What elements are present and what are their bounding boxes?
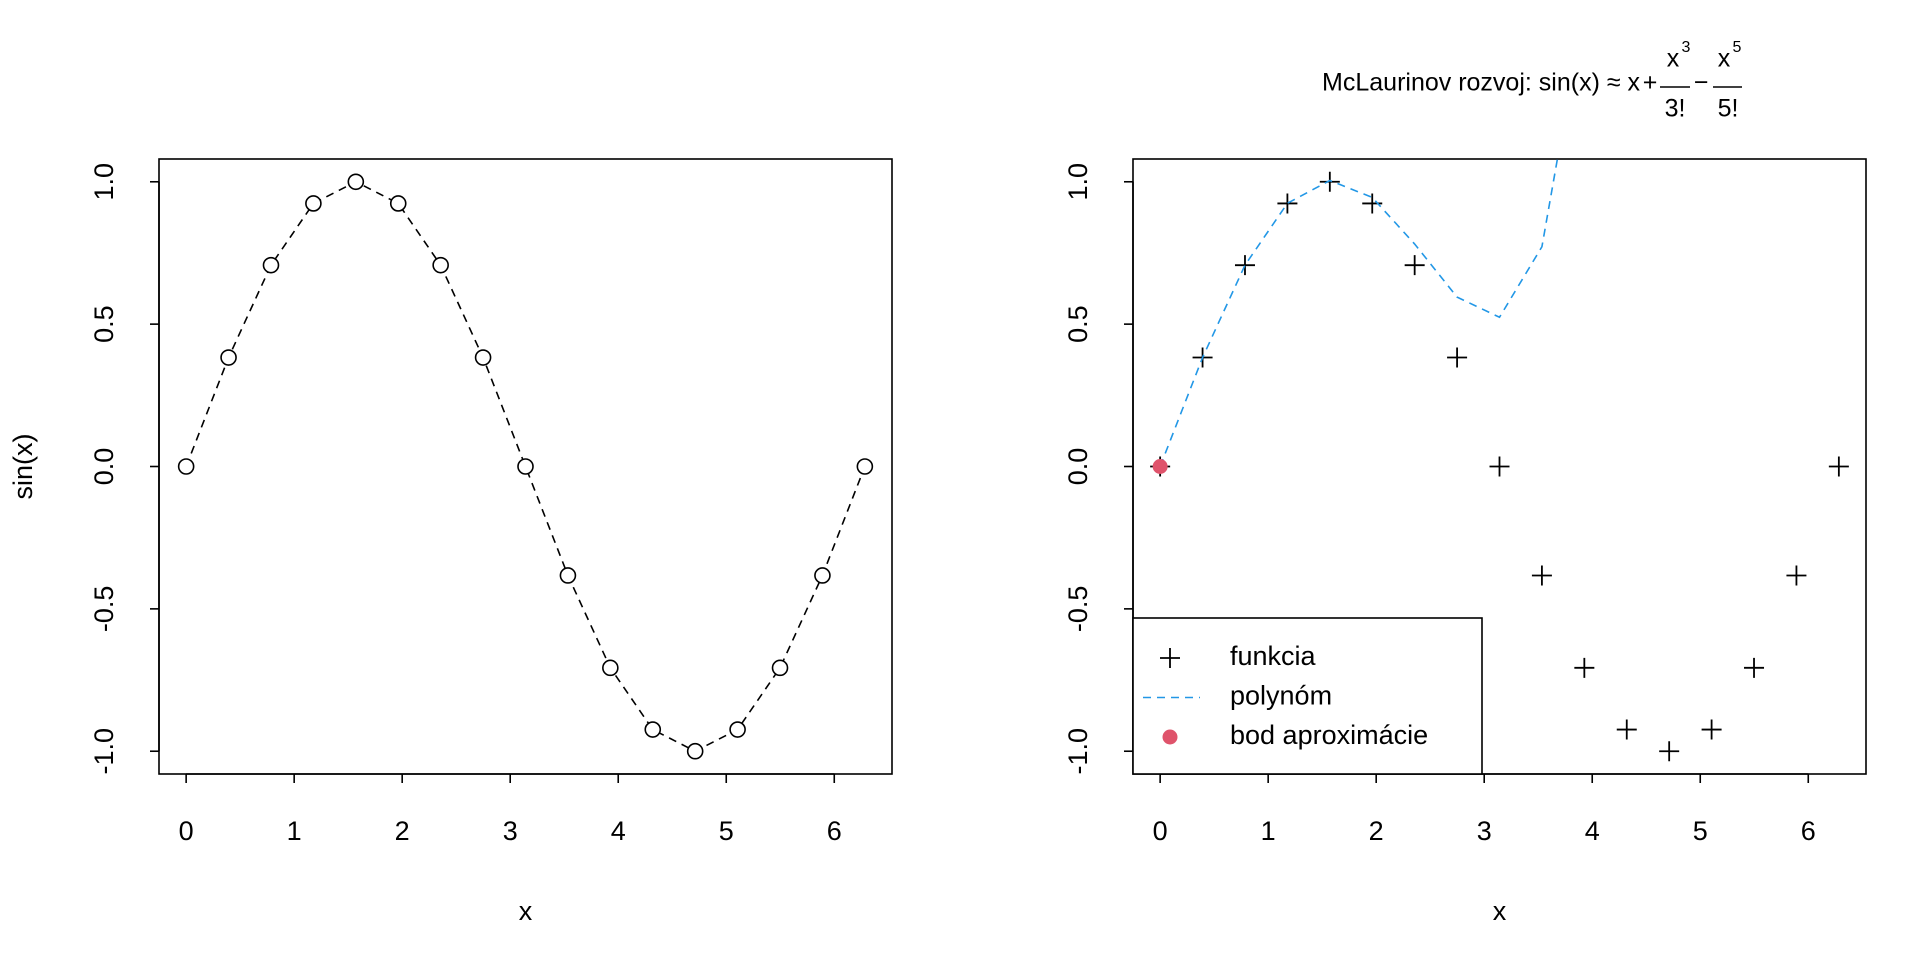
point [1786,565,1807,586]
title-exp: 3 [1682,39,1691,56]
point [1574,657,1595,678]
x-tick-label: 6 [1801,816,1816,846]
title-minus: − [1694,69,1709,97]
y-tick-label: 0.0 [89,448,119,486]
point [347,173,365,191]
y-axis-label: sin(x) [8,434,38,500]
title-num: x [1718,45,1731,73]
point [1404,255,1425,276]
point [177,458,195,475]
point [1234,255,1255,276]
x-tick-label: 4 [1585,816,1600,846]
point [474,349,492,366]
legend-label: funkcia [1230,641,1317,671]
point [1531,565,1552,586]
point [517,458,534,475]
point [220,349,237,366]
point [856,458,874,475]
point [305,195,322,212]
legend-label: bod aproximácie [1230,720,1428,750]
y-tick-label: 1.0 [1063,163,1093,201]
x-tick-label: 3 [503,816,518,846]
point [644,721,662,738]
point [559,567,577,584]
point [262,256,280,274]
x-tick-label: 4 [611,816,626,846]
x-tick-label: 1 [1261,816,1276,846]
point [1659,741,1680,762]
legend-box [1132,617,1483,775]
legend: funkcia polynóm bod aproximácie [1132,617,1483,775]
point [1616,719,1637,740]
legend-label: polynóm [1230,681,1332,711]
x-tick-label: 2 [1369,816,1384,846]
point [1489,456,1510,477]
point [1152,459,1168,474]
point [1362,193,1383,214]
plot-area [1150,159,1849,762]
point [432,256,449,274]
legend-swatch [1160,648,1180,668]
point [1447,347,1468,368]
title-exp: 5 [1733,39,1742,56]
title-den: 5! [1718,95,1739,123]
y-tick-label: -0.5 [89,586,119,633]
title-plus: + [1643,69,1658,97]
point [686,742,704,760]
x-tick-label: 0 [1153,816,1168,846]
title: McLaurinov rozvoj: sin(x) ≈ x + x 3 3! −… [1322,39,1742,123]
point [389,195,407,212]
y-tick-label: -1.0 [89,728,119,775]
legend-swatch [1162,729,1178,745]
point [1744,657,1765,678]
series-line [185,180,866,753]
y-tick-label: -0.5 [1063,586,1093,633]
title-text: McLaurinov rozvoj: sin(x) ≈ x [1322,69,1640,97]
point [771,659,789,677]
title-num: x [1667,45,1680,73]
x-tick-label: 6 [827,816,842,846]
point [1701,719,1722,740]
point [1319,171,1340,192]
plot-area [177,173,874,760]
x-tick-label: 1 [287,816,302,846]
x-tick-label: 0 [179,816,194,846]
point [602,659,619,677]
x-tick-label: 3 [1477,816,1492,846]
x-tick-label: 5 [719,816,734,846]
x-tick-label: 5 [1693,816,1708,846]
point [1277,193,1298,214]
x-axis-label: x [1493,896,1507,926]
x-axis-label: x [519,896,533,926]
y-tick-label: -1.0 [1063,728,1093,775]
series-line [1159,159,1559,467]
title-den: 3! [1665,95,1686,123]
y-tick-label: 0.0 [1063,448,1093,486]
point [814,567,831,584]
y-tick-label: 0.5 [1063,305,1093,343]
y-tick-label: 0.5 [89,305,119,343]
point [1828,456,1849,477]
point [729,721,746,738]
y-tick-label: 1.0 [89,163,119,201]
x-tick-label: 2 [395,816,410,846]
